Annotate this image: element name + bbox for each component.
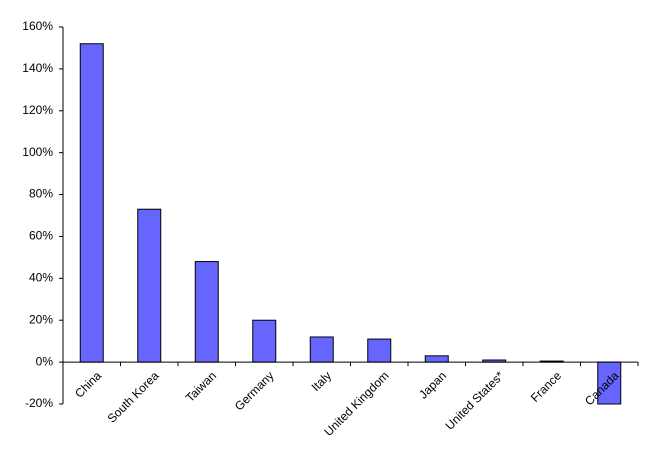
x-tick-label: Taiwan: [183, 369, 219, 405]
x-tick-label: France: [528, 368, 565, 405]
x-tick-label: United States*: [442, 368, 506, 432]
y-tick-label: 140%: [22, 61, 53, 75]
bar: [137, 208, 162, 363]
y-tick-label: 20%: [29, 312, 53, 326]
y-tick-label: 0%: [36, 354, 54, 368]
x-tick-label: South Korea: [105, 368, 162, 425]
bar: [252, 319, 277, 363]
y-tick-label: 80%: [29, 187, 53, 201]
bar: [309, 336, 334, 363]
x-tick-label: China: [72, 368, 104, 400]
y-tick-label: 160%: [22, 19, 53, 33]
y-tick-label: -20%: [25, 396, 53, 410]
x-tick-label: Germany: [232, 369, 277, 414]
y-tick-label: 120%: [22, 103, 53, 117]
bar: [367, 338, 392, 363]
y-tick-label: 60%: [29, 229, 53, 243]
y-tick-label: 40%: [29, 271, 53, 285]
bar: [194, 261, 219, 363]
x-tick-label: Italy: [309, 369, 334, 394]
x-tick-label: Japan: [416, 369, 449, 402]
bar: [79, 43, 104, 363]
y-tick-label: 100%: [22, 145, 53, 159]
bar: [424, 355, 449, 363]
